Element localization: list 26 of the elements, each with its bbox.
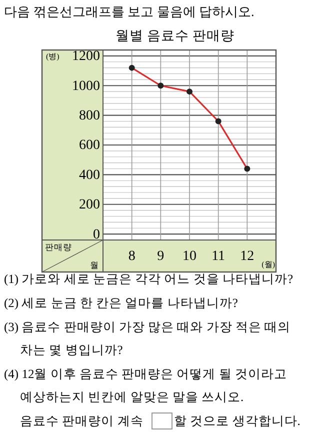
text: 음료수 판매량이 계속	[20, 414, 144, 428]
text: (1) 가로와 세로 눈금은 각각 어느 것을 나타냅니까?	[4, 272, 294, 286]
text: 다음 꺾은선그래프를 보고 물음에 답하시오.	[4, 4, 254, 19]
text: (4) 12월 이후 음료수 판매량은 어떻게 될 것이라고	[4, 367, 287, 381]
y-tick-label: 0	[93, 227, 100, 242]
text: (2) 세로 눈금 한 칸은 얼마를 나타냅니까?	[4, 296, 238, 310]
text: (3) 음료수 판매량이 가장 많은 때와 가장 적은 때의	[4, 320, 291, 334]
y-tick-label: 200	[79, 198, 100, 213]
text: 예상하는지 빈칸에 알맞은 말을 쓰시오.	[20, 390, 244, 404]
y-axis-title: (병)	[46, 52, 60, 61]
y-tick-label: 400	[79, 168, 100, 183]
y-tick-label: 600	[79, 138, 100, 154]
text: 판매량	[45, 242, 72, 252]
x-tick-label: 11	[212, 249, 226, 264]
x-axis-title: (월)	[262, 260, 276, 269]
y-tick-label: 800	[79, 108, 100, 124]
x-tick-label: 12	[240, 249, 254, 264]
chart-title: 월별 음료수 판매량	[116, 28, 234, 43]
text: 할 것으로 생각합니다.	[174, 414, 300, 428]
y-tick-label: 1200	[72, 49, 100, 64]
text: 월	[90, 260, 99, 270]
x-tick-label: 9	[157, 249, 164, 264]
text: 차는 몇 병입니까?	[20, 343, 124, 357]
y-tick-label: 1000	[72, 78, 100, 94]
x-tick-label: 10	[182, 249, 196, 264]
x-tick-label: 8	[128, 249, 136, 264]
